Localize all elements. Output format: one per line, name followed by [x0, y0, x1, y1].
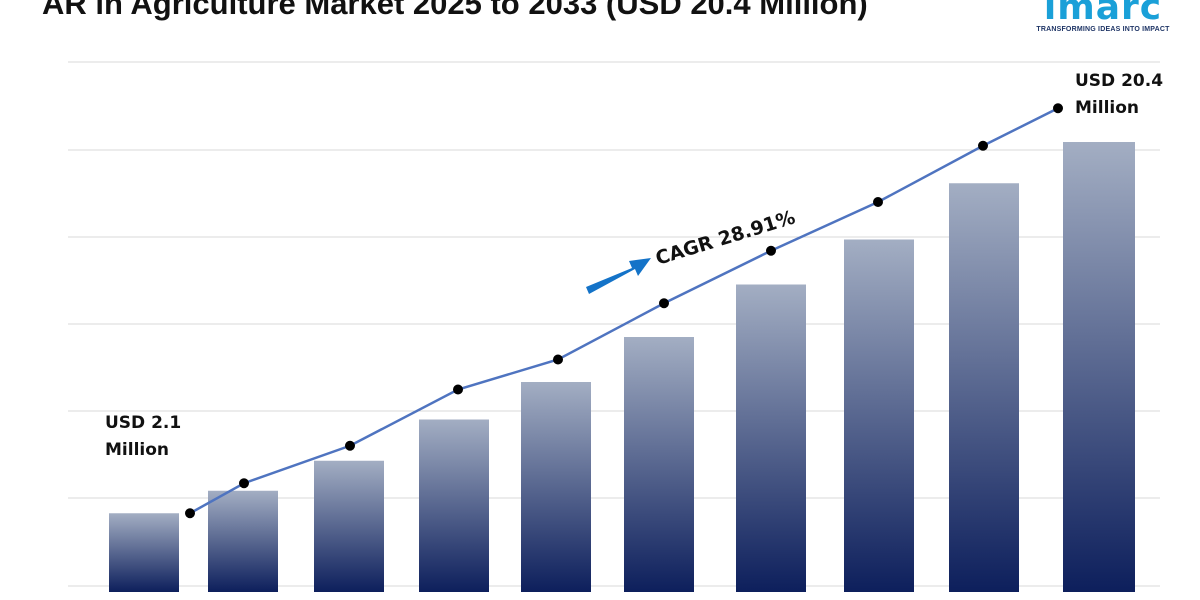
bar: [314, 460, 384, 592]
end-value-label-line1: USD 20.4: [1075, 71, 1163, 91]
trend-point: [766, 245, 776, 256]
bar: [109, 513, 179, 592]
trend-point: [1053, 103, 1063, 114]
end-value-label-line2: Million: [1075, 98, 1139, 118]
trend-point: [659, 298, 669, 309]
trend-point: [345, 440, 355, 451]
start-value-label-line2: Million: [105, 440, 169, 460]
bars: [109, 142, 1135, 592]
bar: [736, 284, 806, 592]
trend-point: [453, 384, 463, 395]
start-value-label-line1: USD 2.1: [105, 413, 181, 433]
bar: [1063, 142, 1135, 592]
trend-point: [553, 354, 563, 365]
logo-tagline: TRANSFORMING IDEAS INTO IMPACT: [1036, 26, 1170, 33]
trend-line: [189, 107, 1059, 515]
imarc-logo: imarc TRANSFORMING IDEAS INTO IMPACT: [1028, 0, 1178, 40]
bar: [419, 419, 489, 592]
trend-point: [978, 140, 988, 151]
cagr-arrow: [586, 258, 651, 294]
bar: [844, 239, 914, 592]
bar: [949, 183, 1019, 592]
cagr-arrow-group: [586, 258, 651, 294]
chart-title: AR in Agriculture Market 2025 to 2033 (U…: [42, 0, 868, 21]
trend-point: [185, 508, 195, 519]
cagr-label: CAGR 28.91%: [653, 206, 798, 269]
trend-point: [873, 197, 883, 207]
bar: [521, 382, 591, 592]
trend-point: [239, 478, 249, 489]
trend-line-group: [185, 103, 1063, 519]
logo-wordmark: imarc: [1043, 0, 1163, 28]
bar: [624, 337, 694, 592]
bar: [208, 490, 278, 592]
